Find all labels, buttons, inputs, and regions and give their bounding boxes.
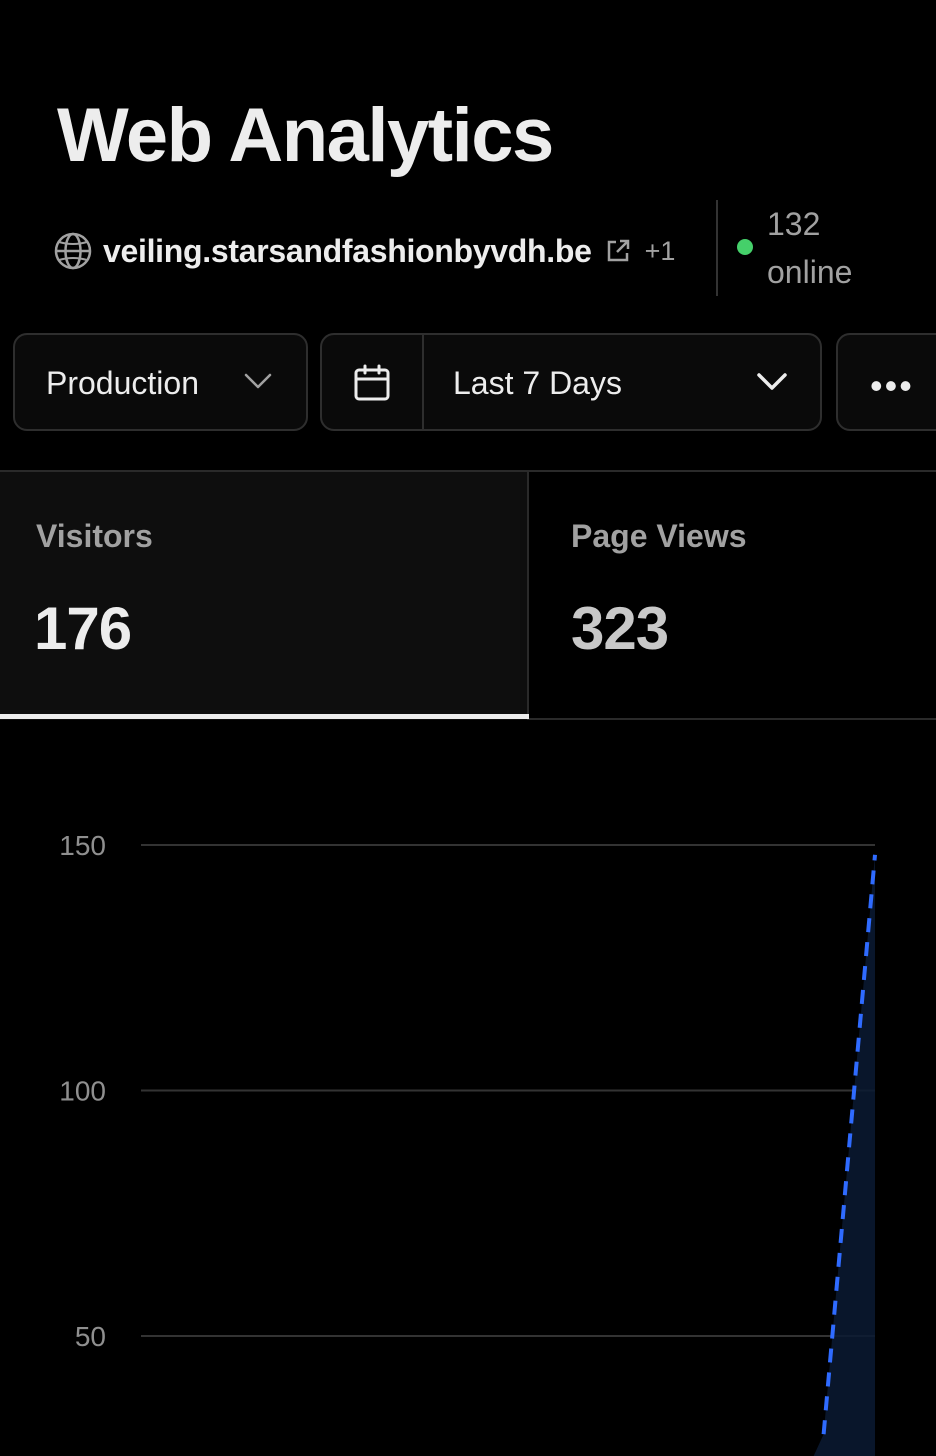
domain-link[interactable]: veiling.starsandfashionbyvdh.be	[103, 232, 592, 269]
project-domain-row: veiling.starsandfashionbyvdh.be +1	[53, 226, 675, 276]
more-domains-badge[interactable]: +1	[644, 235, 676, 266]
page-title: Web Analytics	[57, 93, 554, 178]
visitors-chart: 150 100 50	[59, 830, 877, 1456]
series-line	[821, 854, 877, 1435]
y-tick-label: 50	[75, 1321, 106, 1352]
online-counter: 132 online	[767, 200, 852, 296]
visitors-tab[interactable]: Visitors 176	[0, 472, 529, 720]
series-area	[813, 854, 875, 1456]
tab-bottom-border	[529, 718, 936, 720]
active-tab-indicator	[0, 714, 529, 719]
page-views-value: 323	[571, 595, 669, 662]
more-options-button[interactable]: •••	[836, 333, 936, 431]
section-divider	[0, 470, 936, 472]
header-divider	[716, 200, 718, 296]
online-indicator-dot	[737, 239, 753, 255]
calendar-button[interactable]	[322, 335, 424, 429]
y-tick-label: 100	[59, 1076, 106, 1107]
online-count: 132	[767, 206, 821, 242]
visitors-label: Visitors	[36, 518, 153, 554]
external-link-icon[interactable]	[604, 237, 632, 265]
y-tick-label: 150	[59, 830, 106, 861]
chevron-down-icon	[757, 373, 787, 390]
calendar-icon	[354, 364, 390, 401]
online-label: online	[767, 254, 853, 290]
date-range-select[interactable]: Last 7 Days	[320, 333, 822, 431]
environment-label: Production	[46, 365, 199, 401]
date-range-label: Last 7 Days	[453, 365, 622, 401]
page-views-tab[interactable]: Page Views 323	[531, 472, 936, 720]
visitors-value: 176	[34, 595, 132, 662]
chevron-down-icon	[244, 373, 272, 389]
globe-icon	[54, 232, 92, 270]
more-icon: •••	[870, 365, 914, 406]
environment-select[interactable]: Production	[13, 333, 308, 431]
page-views-label: Page Views	[571, 518, 747, 554]
